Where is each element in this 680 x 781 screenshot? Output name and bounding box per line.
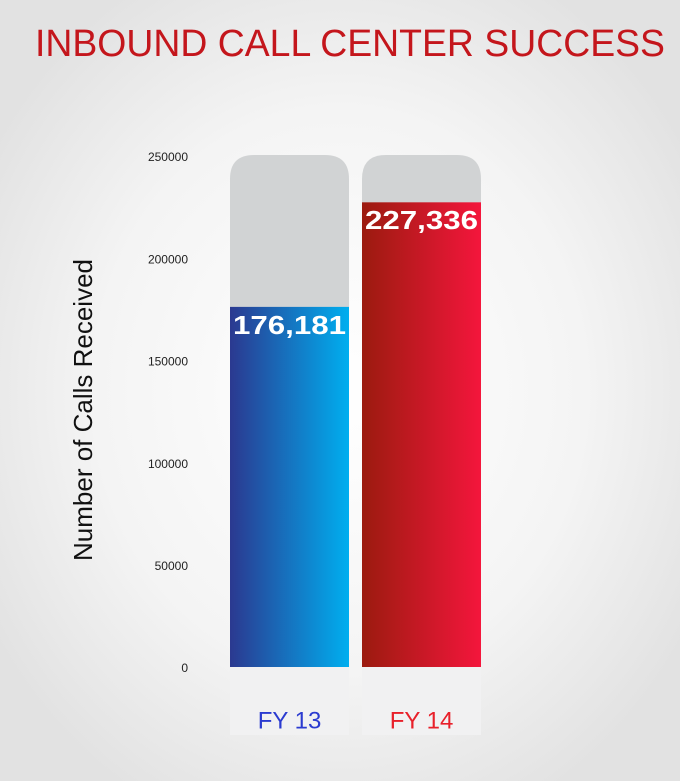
value-label: 227,336	[365, 205, 478, 235]
y-tick-label: 200000	[148, 252, 188, 266]
value-label: 176,181	[233, 310, 346, 340]
y-tick-label: 50000	[155, 559, 189, 573]
x-tick-label: FY 13	[258, 707, 322, 734]
bar	[230, 306, 349, 667]
y-tick-label: 0	[181, 661, 188, 675]
y-tick-label: 250000	[148, 150, 188, 164]
y-tick-label: 100000	[148, 457, 188, 471]
bar	[362, 202, 481, 668]
chart-title: INBOUND CALL CENTER SUCCESS	[35, 23, 665, 65]
bar-base	[362, 667, 481, 735]
y-axis-label: Number of Calls Received	[68, 259, 98, 561]
y-tick-label: 150000	[148, 355, 188, 369]
x-tick-label: FY 14	[390, 707, 454, 734]
bar-base	[230, 667, 349, 735]
